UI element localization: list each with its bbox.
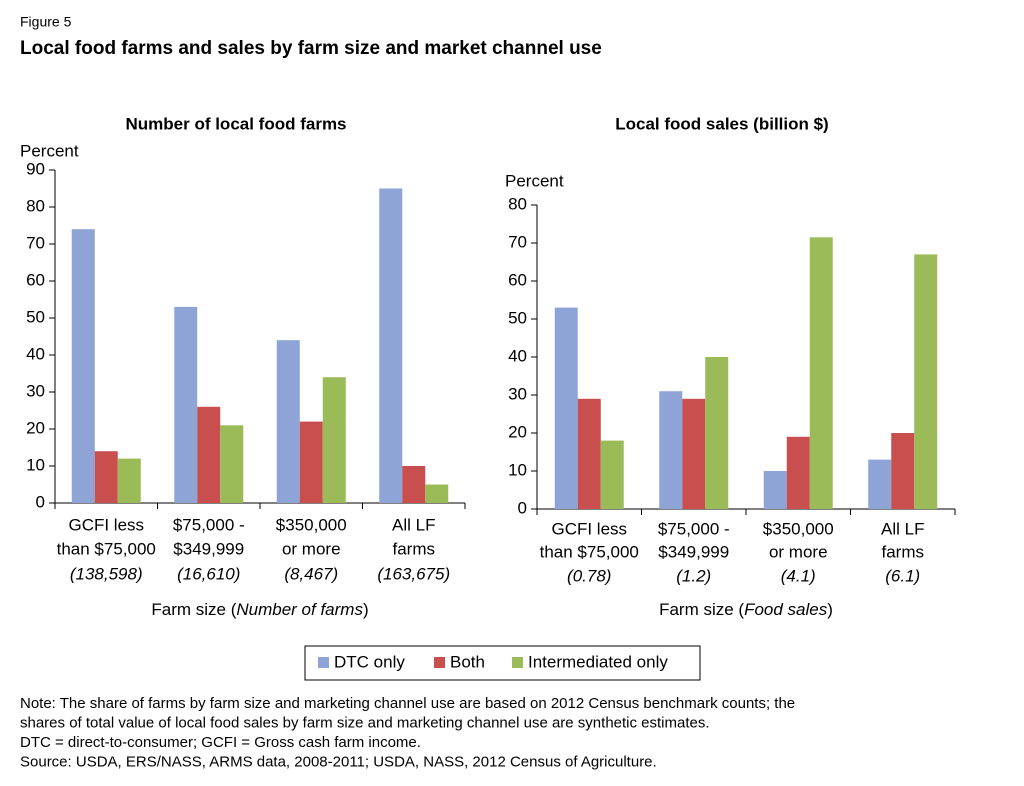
bar xyxy=(299,421,323,503)
x-tick-label: GCFI less xyxy=(68,515,144,534)
bar xyxy=(71,229,95,503)
y-tick-label: 10 xyxy=(26,455,45,474)
figure-title: Local food farms and sales by farm size … xyxy=(20,38,602,59)
bar xyxy=(763,471,787,509)
y-tick-label: 60 xyxy=(508,270,527,289)
y-tick-label: 0 xyxy=(518,498,527,517)
x-tick-label: than $75,000 xyxy=(540,542,639,561)
x-axis-label-part: Farm size ( xyxy=(151,600,236,619)
x-axis-label-part: Number of farms xyxy=(236,600,363,619)
category-note: (138,598) xyxy=(70,564,143,583)
x-tick-label: All LF xyxy=(392,515,435,534)
x-tick-label: farms xyxy=(882,542,925,561)
category-note: (4.1) xyxy=(781,566,816,585)
bar xyxy=(276,340,300,503)
x-axis-label: Farm size (Food sales) xyxy=(659,600,833,619)
y-tick-label: 70 xyxy=(508,232,527,251)
x-tick-label: or more xyxy=(769,542,828,561)
y-tick-label: 30 xyxy=(508,384,527,403)
bar xyxy=(577,398,601,509)
x-axis-label-part: ) xyxy=(827,600,833,619)
legend-label: Intermediated only xyxy=(528,652,668,671)
y-axis-label: Percent xyxy=(20,141,79,160)
bar xyxy=(659,391,683,509)
x-tick-label: $349,999 xyxy=(173,539,244,558)
x-tick-label: than $75,000 xyxy=(57,539,156,558)
legend-label: Both xyxy=(450,652,485,671)
category-note: (163,675) xyxy=(377,564,450,583)
category-note: (0.78) xyxy=(567,566,611,585)
x-tick-label: or more xyxy=(282,539,341,558)
y-tick-label: 70 xyxy=(26,233,45,252)
x-axis-label-part: Farm size ( xyxy=(659,600,744,619)
bar xyxy=(322,377,346,503)
y-tick-label: 20 xyxy=(26,418,45,437)
x-tick-label: All LF xyxy=(881,519,924,538)
x-axis-label: Farm size (Number of farms) xyxy=(151,600,368,619)
y-tick-label: 60 xyxy=(26,270,45,289)
y-tick-label: 80 xyxy=(508,194,527,213)
bar xyxy=(117,458,141,503)
bar xyxy=(786,436,810,509)
note: Note: The share of farms by farm size an… xyxy=(20,695,795,712)
bar xyxy=(425,484,449,503)
bar xyxy=(379,188,403,503)
chart-title: Local food sales (billion $) xyxy=(615,114,828,133)
y-tick-label: 40 xyxy=(508,346,527,365)
x-tick-label: $350,000 xyxy=(763,519,834,538)
bar xyxy=(914,254,938,509)
figure-label: Figure 5 xyxy=(20,14,72,30)
legend-box xyxy=(304,645,701,681)
y-axis-label: Percent xyxy=(505,171,564,190)
category-note: (16,610) xyxy=(177,564,240,583)
chart-title: Number of local food farms xyxy=(125,114,346,133)
legend-label: DTC only xyxy=(334,652,405,671)
bar xyxy=(868,459,892,509)
bar xyxy=(809,237,833,510)
bar xyxy=(600,440,624,509)
x-tick-label: $350,000 xyxy=(276,515,347,534)
bar xyxy=(402,466,426,503)
x-tick-label: $75,000 - xyxy=(173,515,245,534)
x-tick-label: $349,999 xyxy=(658,542,729,561)
category-note: (1.2) xyxy=(676,566,711,585)
bar xyxy=(197,406,221,503)
note: Source: USDA, ERS/NASS, ARMS data, 2008-… xyxy=(20,753,657,770)
bar xyxy=(94,451,118,503)
y-tick-label: 80 xyxy=(26,196,45,215)
note: DTC = direct-to-consumer; GCFI = Gross c… xyxy=(20,734,421,751)
x-tick-label: $75,000 - xyxy=(658,519,730,538)
legend-swatch xyxy=(318,657,329,668)
y-tick-label: 50 xyxy=(508,308,527,327)
bar xyxy=(891,433,915,509)
y-tick-label: 90 xyxy=(26,159,45,178)
y-tick-label: 10 xyxy=(508,460,527,479)
x-axis-label-part: Food sales xyxy=(744,600,828,619)
note: shares of total value of local food sale… xyxy=(20,714,710,731)
bar xyxy=(174,306,198,503)
bar xyxy=(554,307,578,509)
y-tick-label: 20 xyxy=(508,422,527,441)
x-tick-label: farms xyxy=(393,539,436,558)
bar xyxy=(682,398,706,509)
legend-swatch xyxy=(434,657,445,668)
category-note: (6.1) xyxy=(885,566,920,585)
bar xyxy=(220,425,244,503)
x-axis-label-part: ) xyxy=(363,600,369,619)
category-note: (8,467) xyxy=(284,564,338,583)
y-tick-label: 30 xyxy=(26,381,45,400)
y-tick-label: 40 xyxy=(26,344,45,363)
y-tick-label: 0 xyxy=(36,492,45,511)
bar xyxy=(705,357,729,509)
x-tick-label: GCFI less xyxy=(551,519,627,538)
legend-swatch xyxy=(512,657,523,668)
y-tick-label: 50 xyxy=(26,307,45,326)
